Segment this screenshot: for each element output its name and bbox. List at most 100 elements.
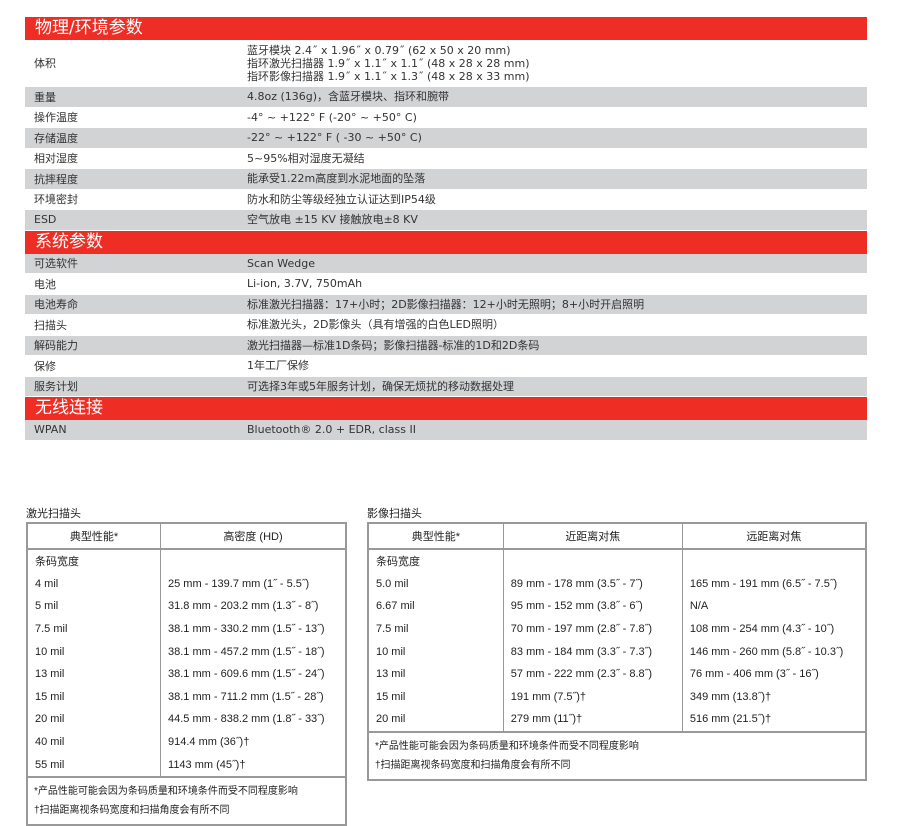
spec-row: WPAN Bluetooth® 2.0 + EDR, class II	[25, 420, 867, 441]
table-cell: 5.0 mil	[376, 577, 409, 590]
spec-value: Scan Wedge	[247, 256, 315, 270]
spec-value-line: 指环激光扫描器 1.9˝ x 1.1˝ x 1.1˝ (48 x 28 x 28…	[247, 56, 530, 70]
table-cell: 10 mil	[376, 645, 406, 658]
imager-range-table: 典型性能* 近距离对焦 远距离对焦条码宽度 5.0 mil 89 mm - 178 mm…	[367, 522, 867, 781]
empty-cell	[160, 549, 346, 573]
spec-value: 空气放电 ±15 KV 接触放电±8 KV	[247, 213, 418, 227]
table-cell: 25 mm - 139.7 mm (1˝ - 5.5˝)	[160, 572, 346, 596]
empty-cell	[681, 549, 866, 573]
table-cell: 279 mm (11˝)†	[502, 708, 683, 732]
table-cell: 76 mm - 406 mm (3˝ - 16˝)	[681, 662, 866, 686]
header-row: 典型性能* 近距离对焦 远距离对焦	[367, 522, 867, 550]
footnote-row: *产品性能可能会因为条码质量和环境条件而受不同程度影响 †扫描距离视条码宽度和扫描…	[27, 775, 346, 825]
table-cell: 1143 mm (45˝)†	[160, 753, 346, 777]
table-cell: 914.4 mm (36˝)†	[160, 730, 346, 754]
table-cell: 38.1 mm - 457.2 mm (1.5˝ - 18˝)	[160, 640, 346, 663]
spec-row: 扫描头 标准激光头，2D影像头（具有增强的白色LED照明）	[25, 315, 867, 336]
spec-value: Li-ion, 3.7V, 750mAh	[247, 277, 363, 291]
table-row: 40 mil 914.4 mm (36˝)†	[27, 730, 346, 754]
spec-value: 激光扫描器—标准1D条码；影像扫描器-标准的1D和2D条码	[247, 338, 540, 352]
table-cell: 4 mil	[35, 577, 59, 590]
column-header: 远距离对焦	[681, 522, 867, 550]
spec-value: 可选择3年或5年服务计划，确保无烦扰的移动数据处理	[247, 379, 514, 393]
subheader-row: 条码宽度	[27, 549, 346, 573]
table-cell: 44.5 mm - 838.2 mm (1.8˝ - 33˝)	[160, 708, 346, 731]
spec-row: 相对湿度 5~95%相对湿度无凝结	[25, 149, 867, 169]
spec-value: -22° ~ +122° F ( -30 ~ +50° C)	[247, 131, 422, 145]
spec-value-line: 指环影像扫描器 1.9˝ x 1.1˝ x 1.3˝ (48 x 28 x 33…	[247, 69, 530, 83]
spec-label: 抗摔程度	[34, 172, 78, 186]
spec-value: 防水和防尘等级经独立认证达到IP54级	[247, 192, 436, 206]
spec-value: 4.8oz (136g)，含蓝牙模块、指环和腕带	[247, 90, 450, 104]
table-row: 20 mil 279 mm (11˝)† 516 mm (21.5˝)†	[368, 708, 866, 732]
table-row: 7.5 mil 70 mm - 197 mm (2.8˝ - 7.8˝) 108 m…	[368, 617, 866, 641]
table-cell: 10 mil	[35, 645, 65, 658]
spec-row: 存储温度 -22° ~ +122° F ( -30 ~ +50° C)	[25, 128, 867, 149]
spec-row: 电池寿命 标准激光扫描器：17+小时；2D影像扫描器：12+小时无照明；8+小时开…	[25, 294, 867, 315]
table-cell: 5 mil	[35, 600, 59, 613]
column-header: 近距离对焦	[502, 522, 683, 550]
spec-label: 服务计划	[34, 380, 78, 394]
table-cell: 108 mm - 254 mm (4.3˝ - 10˝)	[681, 617, 866, 641]
table-row: 15 mil 38.1 mm - 711.2 mm (1.5˝ - 28˝)	[27, 685, 346, 709]
table-row: 7.5 mil 38.1 mm - 330.2 mm (1.5˝ - 13˝)	[27, 617, 346, 641]
imager-caption: 影像扫描头	[367, 507, 422, 520]
section-header: 系统参数	[25, 230, 867, 254]
spec-label: 体积	[34, 57, 56, 70]
table-row: 13 mil 38.1 mm - 609.6 mm (1.5˝ - 24˝)	[27, 662, 346, 686]
table-cell: 165 mm - 191 mm (6.5˝ - 7.5˝)	[681, 572, 866, 596]
table-cell: 38.1 mm - 711.2 mm (1.5˝ - 28˝)	[160, 685, 346, 709]
spec-label: 保修	[34, 359, 56, 373]
footnote: †扫描距离视条码宽度和扫描角度会有所不同	[34, 804, 230, 816]
spec-row: 保修 1年工厂保修	[25, 356, 867, 377]
column-header: 高密度 (HD)	[160, 522, 347, 550]
table-cell: 38.1 mm - 609.6 mm (1.5˝ - 24˝)	[160, 662, 346, 686]
table-cell: 89 mm - 178 mm (3.5˝ - 7˝)	[502, 572, 683, 596]
table-row: 13 mil 57 mm - 222 mm (2.3˝ - 8.8˝) 76 mm …	[368, 662, 866, 686]
table-cell: 7.5 mil	[35, 623, 68, 636]
spec-row: 抗摔程度 能承受1.22m高度到水泥地面的坠落	[25, 169, 867, 190]
spec-value: 蓝牙模块 2.4˝ x 1.96˝ x 0.79˝ (62 x 50 x 20 …	[247, 44, 867, 83]
spec-row: 解码能力 激光扫描器—标准1D条码；影像扫描器-标准的1D和2D条码	[25, 335, 867, 356]
spec-label: 可选软件	[34, 257, 78, 271]
table-cell: 31.8 mm - 203.2 mm (1.3˝ - 8˝)	[160, 595, 346, 618]
table-cell: 349 mm (13.8˝)†	[681, 685, 866, 709]
spec-value-line: 蓝牙模块 2.4˝ x 1.96˝ x 0.79˝ (62 x 50 x 20 …	[247, 43, 511, 57]
table-cell: 13 mil	[35, 668, 65, 681]
spec-label: 电池寿命	[34, 298, 78, 312]
spec-label: WPAN	[34, 423, 67, 437]
section-header: 无线连接	[25, 397, 867, 420]
table-row: 4 mil 25 mm - 139.7 mm (1˝ - 5.5˝)	[27, 572, 346, 596]
spec-value: 1年工厂保修	[247, 359, 309, 373]
laser-caption: 激光扫描头	[26, 507, 81, 520]
subheader: 条码宽度	[35, 556, 79, 569]
spec-label: ESD	[34, 213, 57, 227]
table-cell: 146 mm - 260 mm (5.8˝ - 10.3˝)	[681, 640, 866, 663]
table-row: 5 mil 31.8 mm - 203.2 mm (1.3˝ - 8˝)	[27, 595, 346, 618]
spec-row: 电池 Li-ion, 3.7V, 750mAh	[25, 274, 867, 295]
spec-label: 存储温度	[34, 131, 78, 145]
spec-value: 标准激光头，2D影像头（具有增强的白色LED照明）	[247, 318, 505, 332]
table-cell: 83 mm - 184 mm (3.3˝ - 7.3˝)	[502, 640, 683, 663]
spec-value: -4° ~ +122° F (-20° ~ +50° C)	[247, 110, 417, 124]
subheader: 条码宽度	[376, 556, 420, 569]
table-cell: 7.5 mil	[376, 623, 409, 636]
table-row: 20 mil 44.5 mm - 838.2 mm (1.8˝ - 33˝)	[27, 708, 346, 731]
spec-value: Bluetooth® 2.0 + EDR, class II	[247, 423, 416, 437]
column-header: 典型性能*	[367, 522, 504, 550]
laser-range-table: 典型性能* 高密度 (HD) 条码宽度 4 mil 25 mm - 139.7 mm (…	[26, 522, 347, 826]
spec-row: 环境密封 防水和防尘等级经独立认证达到IP54级	[25, 190, 867, 210]
footnote: *产品性能可能会因为条码质量和环境条件而受不同程度影响	[375, 740, 639, 752]
table-cell: 38.1 mm - 330.2 mm (1.5˝ - 13˝)	[160, 617, 346, 641]
table-row: 55 mil 1143 mm (45˝)†	[27, 753, 346, 777]
table-cell: 57 mm - 222 mm (2.3˝ - 8.8˝)	[502, 662, 683, 686]
spec-row: 重量 4.8oz (136g)，含蓝牙模块、指环和腕带	[25, 87, 867, 108]
spec-row: 操作温度 -4° ~ +122° F (-20° ~ +50° C)	[25, 108, 867, 128]
table-cell: 191 mm (7.5˝)†	[502, 685, 683, 709]
spec-label: 解码能力	[34, 339, 78, 353]
footnote: †扫描距离视条码宽度和扫描角度会有所不同	[375, 759, 571, 771]
header-row: 典型性能* 高密度 (HD)	[26, 522, 347, 550]
subheader-row: 条码宽度	[368, 549, 866, 573]
spec-row: 可选软件 Scan Wedge	[25, 253, 867, 274]
spec-row: ESD 空气放电 ±15 KV 接触放电±8 KV	[25, 210, 867, 231]
